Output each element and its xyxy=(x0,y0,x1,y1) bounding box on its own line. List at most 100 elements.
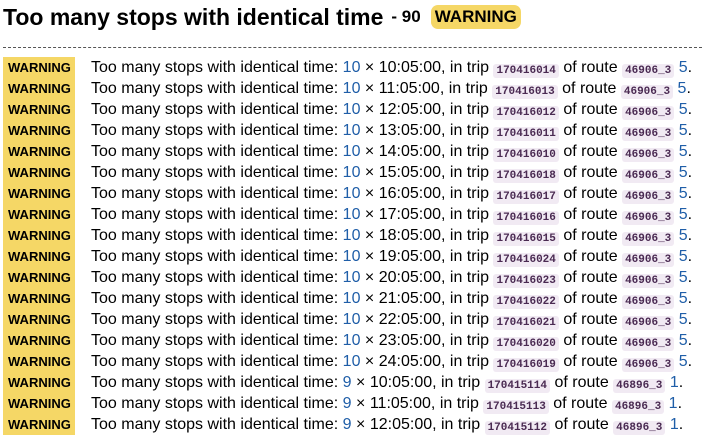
trip-id[interactable]: 170416020 xyxy=(493,336,559,351)
stop-count-link[interactable]: 10 xyxy=(342,142,361,160)
trip-id[interactable]: 170415114 xyxy=(484,378,550,393)
route-link[interactable]: 5 xyxy=(678,142,688,160)
trip-id[interactable]: 170416018 xyxy=(493,168,559,183)
times-sign: × xyxy=(364,100,375,118)
route-id[interactable]: 46906_3 xyxy=(622,189,675,204)
stop-count-link[interactable]: 10 xyxy=(342,310,361,328)
issue-message: Too many stops with identical time: 10 ×… xyxy=(91,163,692,183)
route-id[interactable]: 46896_3 xyxy=(613,378,666,393)
trip-id[interactable]: 170416013 xyxy=(492,84,558,99)
stop-count-link[interactable]: 10 xyxy=(342,205,361,223)
stop-count-link[interactable]: 9 xyxy=(342,373,352,391)
message-text: Too many stops with identical time: xyxy=(91,268,339,286)
issue-row: WARNING Too many stops with identical tim… xyxy=(3,141,703,162)
warning-badge: WARNING xyxy=(3,141,75,162)
route-id[interactable]: 46906_3 xyxy=(622,210,675,225)
route-prefix: of route xyxy=(563,121,618,139)
trip-id[interactable]: 170416011 xyxy=(493,126,559,141)
trip-id[interactable]: 170416021 xyxy=(493,315,559,330)
sentence-end: . xyxy=(687,247,693,265)
trip-id[interactable]: 170416022 xyxy=(493,294,559,309)
trip-id[interactable]: 170416023 xyxy=(493,273,559,288)
message-text: Too many stops with identical time: xyxy=(91,79,339,97)
stop-count-link[interactable]: 10 xyxy=(342,79,361,97)
stop-count-link[interactable]: 9 xyxy=(342,394,352,412)
route-id[interactable]: 46906_3 xyxy=(622,147,675,162)
issue-message: Too many stops with identical time: 10 ×… xyxy=(91,142,692,162)
stop-count-link[interactable]: 10 xyxy=(342,352,361,370)
trip-id[interactable]: 170416015 xyxy=(493,231,559,246)
issue-message: Too many stops with identical time: 10 ×… xyxy=(91,121,692,141)
trip-id[interactable]: 170416017 xyxy=(493,189,559,204)
route-id[interactable]: 46906_3 xyxy=(622,273,675,288)
route-id[interactable]: 46906_3 xyxy=(622,105,675,120)
trip-id[interactable]: 170416024 xyxy=(493,252,559,267)
route-link[interactable]: 5 xyxy=(678,268,688,286)
sentence-end: . xyxy=(687,331,693,349)
route-id[interactable]: 46896_3 xyxy=(613,420,666,435)
route-id[interactable]: 46906_3 xyxy=(620,84,674,99)
stop-count-link[interactable]: 10 xyxy=(342,331,361,349)
message-text: Too many stops with identical time: xyxy=(91,331,339,349)
route-prefix: of route xyxy=(563,100,618,118)
route-id[interactable]: 46906_3 xyxy=(622,231,675,246)
time-text: 24:05:00, in trip xyxy=(378,352,490,370)
route-id[interactable]: 46906_3 xyxy=(622,126,675,141)
route-prefix: of route xyxy=(563,58,618,76)
route-link[interactable]: 5 xyxy=(678,352,688,370)
route-id[interactable]: 46906_3 xyxy=(622,252,675,267)
route-link[interactable]: 1 xyxy=(669,373,679,391)
stop-count-link[interactable]: 10 xyxy=(342,100,361,118)
trip-id[interactable]: 170416019 xyxy=(493,357,559,372)
route-link[interactable]: 5 xyxy=(678,310,688,328)
stop-count-link[interactable]: 10 xyxy=(342,163,361,181)
trip-id[interactable]: 170415112 xyxy=(484,420,550,435)
route-link[interactable]: 1 xyxy=(669,415,679,433)
route-link[interactable]: 5 xyxy=(678,100,688,118)
issue-row: WARNING Too many stops with identical tim… xyxy=(3,267,703,288)
route-id[interactable]: 46906_3 xyxy=(622,168,675,183)
times-sign: × xyxy=(364,310,375,328)
trip-id[interactable]: 170416012 xyxy=(493,105,559,120)
trip-id[interactable]: 170416010 xyxy=(493,147,559,162)
times-sign: × xyxy=(364,268,375,286)
route-link[interactable]: 5 xyxy=(678,163,688,181)
stop-count-link[interactable]: 10 xyxy=(342,58,361,76)
route-link[interactable]: 5 xyxy=(678,289,688,307)
stop-count-link[interactable]: 10 xyxy=(342,121,361,139)
time-text: 10:05:00, in trip xyxy=(369,373,481,391)
route-id[interactable]: 46906_3 xyxy=(622,315,675,330)
issue-message: Too many stops with identical time: 10 ×… xyxy=(91,79,691,99)
route-id[interactable]: 46906_3 xyxy=(622,63,675,78)
route-prefix: of route xyxy=(554,415,609,433)
route-link[interactable]: 5 xyxy=(678,331,688,349)
trip-id[interactable]: 170415113 xyxy=(483,399,549,414)
sentence-end: . xyxy=(687,100,693,118)
route-id[interactable]: 46906_3 xyxy=(622,294,675,309)
route-link[interactable]: 5 xyxy=(678,58,688,76)
stop-count-link[interactable]: 10 xyxy=(342,247,361,265)
route-link[interactable]: 5 xyxy=(678,205,688,223)
route-link[interactable]: 5 xyxy=(678,121,688,139)
route-link[interactable]: 5 xyxy=(678,226,688,244)
stop-count-link[interactable]: 10 xyxy=(342,268,361,286)
issue-message: Too many stops with identical time: 10 ×… xyxy=(91,226,692,246)
trip-id[interactable]: 170416014 xyxy=(493,63,559,78)
issue-row: WARNING Too many stops with identical tim… xyxy=(3,288,703,309)
stop-count-link[interactable]: 9 xyxy=(342,415,352,433)
trip-id[interactable]: 170416016 xyxy=(493,210,559,225)
route-link[interactable]: 1 xyxy=(668,394,678,412)
route-link[interactable]: 5 xyxy=(677,79,687,97)
route-link[interactable]: 5 xyxy=(678,184,688,202)
stop-count-link[interactable]: 10 xyxy=(342,289,361,307)
severity-badge: WARNING xyxy=(430,5,521,29)
issue-message: Too many stops with identical time: 10 ×… xyxy=(91,352,692,372)
route-id[interactable]: 46906_3 xyxy=(622,357,675,372)
route-prefix: of route xyxy=(563,352,618,370)
route-link[interactable]: 5 xyxy=(678,247,688,265)
route-id[interactable]: 46896_3 xyxy=(611,399,665,414)
route-prefix: of route xyxy=(563,268,618,286)
route-id[interactable]: 46906_3 xyxy=(622,336,675,351)
stop-count-link[interactable]: 10 xyxy=(342,226,361,244)
stop-count-link[interactable]: 10 xyxy=(342,184,361,202)
